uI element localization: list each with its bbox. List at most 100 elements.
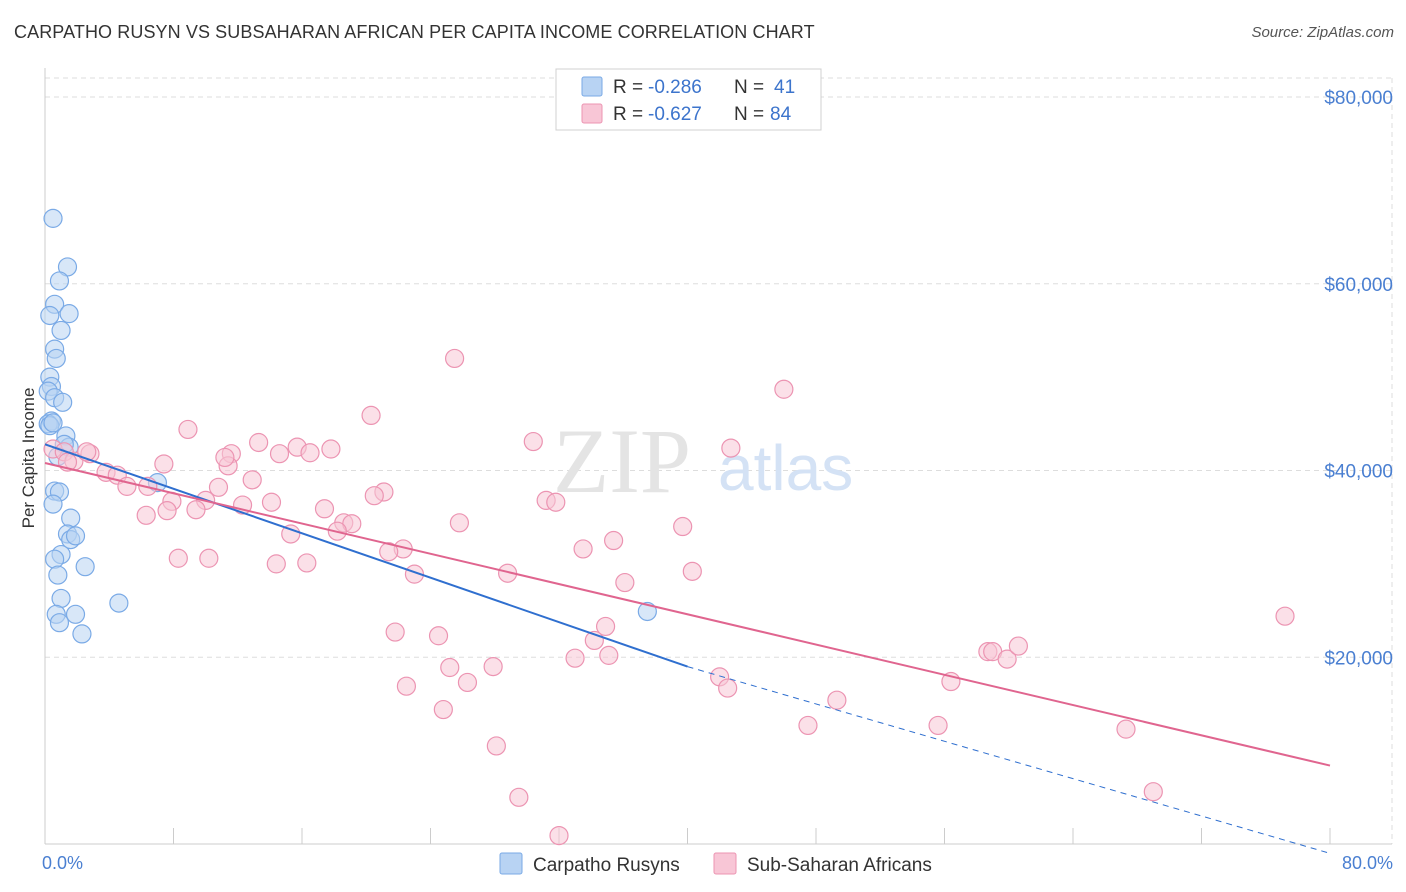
sub-saharan-african-point-55 [1275, 606, 1295, 626]
carpatho-rusyn-point-35 [49, 613, 70, 633]
carpatho-rusyn-point-29 [48, 565, 68, 585]
sub-saharan-african-point-39 [673, 516, 693, 537]
trend-lines [44, 443, 1331, 854]
x-tick-label-max: 80.0% [1342, 853, 1393, 873]
legend-r-label-blue: R = [613, 77, 643, 98]
sub-saharan-african-point-54 [595, 616, 616, 637]
carpatho-rusyn-point-32 [65, 604, 86, 624]
sub-saharan-african-point-33 [314, 499, 335, 519]
trend-line-carpatho-rusyns-extrapolated [687, 666, 1331, 854]
carpatho-rusyn-point-22 [43, 494, 63, 514]
sub-saharan-african-point-37 [449, 513, 470, 533]
watermark: ZIP atlas [553, 410, 853, 512]
carpatho-rusyn-point-8 [46, 348, 66, 369]
tick-labels: $20,000 $40,000 $60,000 $80,000 0.0% 80.0% [42, 88, 1393, 873]
y-tick-label-1: $40,000 [1324, 462, 1393, 483]
sub-saharan-african-point-67 [718, 678, 738, 698]
sub-saharan-african-point-5 [249, 432, 269, 453]
series-sub-saharan-africans-points [43, 348, 1295, 846]
sub-saharan-african-point-2 [361, 405, 381, 426]
grid-lines [45, 77, 1393, 844]
sub-saharan-african-point-30 [261, 492, 282, 512]
sub-saharan-african-point-29 [232, 495, 253, 515]
sub-saharan-african-point-27 [546, 492, 566, 512]
legend-n-value-pink: 84 [770, 104, 792, 125]
sub-saharan-african-point-53 [615, 572, 635, 593]
series-legend: Carpatho Rusyns Sub-Saharan Africans [499, 852, 932, 876]
sub-saharan-african-point-56 [385, 622, 405, 642]
sub-saharan-african-point-62 [565, 648, 585, 668]
sub-saharan-african-point-46 [168, 548, 188, 568]
carpatho-rusyn-point-36 [72, 624, 92, 644]
chart-source: Source: ZipAtlas.com [1251, 24, 1394, 41]
sub-saharan-african-point-82 [1008, 636, 1028, 656]
watermark-zip: ZIP [553, 410, 691, 512]
sub-saharan-african-point-48 [266, 554, 286, 574]
legend-r-value-blue: -0.286 [648, 77, 702, 98]
y-tick-label-0: $20,000 [1324, 648, 1393, 669]
y-axis-title: Per Capita Income [19, 388, 38, 529]
sub-saharan-african-point-70 [827, 690, 847, 710]
legend-swatch-blue [581, 76, 603, 97]
sub-saharan-african-point-40 [281, 524, 301, 544]
carpatho-rusyn-point-27 [45, 549, 65, 569]
sub-saharan-african-point-49 [297, 553, 317, 573]
carpatho-rusyn-point-13 [53, 392, 73, 412]
trend-line-sub-saharan-africans [44, 462, 1331, 767]
x-tick-label-min: 0.0% [42, 853, 83, 873]
sub-saharan-african-point-1 [774, 379, 794, 399]
carpatho-rusyn-point-2 [49, 271, 70, 291]
sub-saharan-african-point-32 [186, 500, 206, 520]
legend-n-value-blue: 41 [774, 77, 795, 98]
correlation-legend: R = -0.286 N = 41 R = -0.627 N = 84 [555, 68, 822, 131]
sub-saharan-african-point-63 [599, 645, 619, 665]
sub-saharan-african-point-73 [798, 715, 818, 736]
legend-r-value-pink: -0.627 [648, 104, 702, 125]
sub-saharan-african-point-77 [509, 787, 529, 807]
sub-saharan-african-point-6 [721, 438, 741, 458]
sub-saharan-african-point-74 [928, 715, 948, 736]
sub-saharan-african-point-75 [1116, 719, 1136, 739]
carpatho-rusyn-point-37 [43, 413, 63, 433]
sub-saharan-african-point-23 [208, 477, 229, 497]
sub-saharan-african-point-35 [136, 505, 156, 525]
carpatho-rusyn-point-4 [59, 304, 79, 324]
carpatho-rusyn-point-34 [637, 601, 657, 622]
series-legend-swatch-pink [713, 852, 737, 875]
sub-saharan-african-point-64 [483, 656, 503, 677]
legend-n-label-pink: N = [734, 104, 764, 125]
sub-saharan-african-point-3 [178, 419, 198, 440]
chart-title: CARPATHO RUSYN VS SUBSAHARAN AFRICAN PER… [14, 22, 815, 42]
sub-saharan-african-point-43 [573, 539, 593, 559]
sub-saharan-african-point-45 [379, 542, 399, 562]
sub-saharan-african-point-69 [457, 672, 478, 693]
sub-saharan-african-point-25 [364, 486, 384, 506]
y-tick-label-2: $60,000 [1324, 275, 1393, 296]
sub-saharan-african-point-65 [440, 657, 460, 678]
carpatho-rusyn-point-40 [65, 526, 86, 546]
sub-saharan-african-point-11 [269, 444, 290, 464]
legend-swatch-pink [581, 103, 603, 124]
watermark-atlas: atlas [718, 432, 853, 504]
sub-saharan-african-point-42 [604, 530, 624, 551]
sub-saharan-african-point-68 [396, 676, 417, 696]
carpatho-rusyn-point-6 [51, 320, 71, 341]
trend-line-carpatho-rusyns [44, 443, 688, 668]
carpatho-rusyn-point-31 [109, 593, 129, 613]
carpatho-rusyn-point-0 [43, 208, 63, 228]
sub-saharan-african-point-79 [549, 825, 569, 846]
sub-saharan-african-point-0 [444, 348, 465, 369]
sub-saharan-african-point-52 [682, 561, 702, 581]
sub-saharan-african-point-57 [428, 626, 449, 646]
sub-saharan-african-point-16 [154, 454, 174, 474]
y-tick-label-3: $80,000 [1324, 88, 1393, 109]
sub-saharan-african-point-61 [997, 649, 1017, 669]
carpatho-rusyn-point-30 [51, 588, 71, 609]
sub-saharan-african-point-4 [523, 431, 543, 452]
sub-saharan-african-point-9 [300, 443, 320, 463]
sub-saharan-african-point-76 [486, 736, 506, 756]
carpatho-rusyn-point-23 [61, 508, 81, 528]
series-legend-swatch-blue [499, 852, 523, 875]
sub-saharan-african-point-83 [215, 447, 235, 468]
